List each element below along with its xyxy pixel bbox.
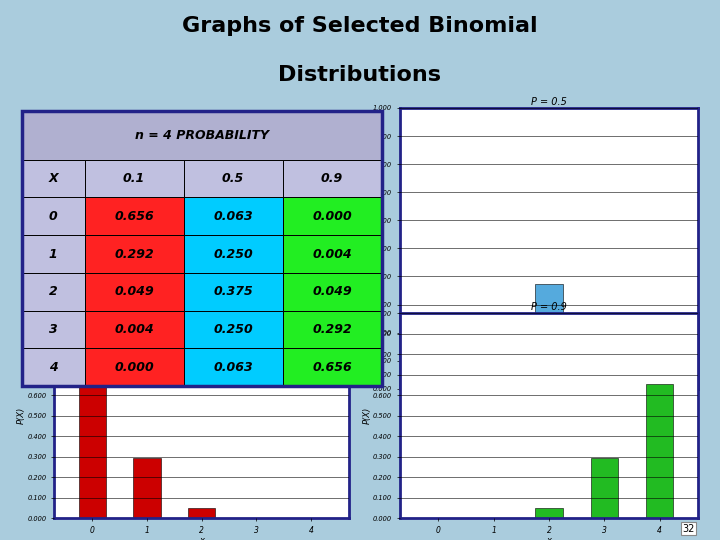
Bar — [85, 198, 184, 235]
Bar — [184, 198, 283, 235]
Text: 0.004: 0.004 — [312, 247, 352, 261]
Bar — [184, 273, 283, 310]
Title: P = 0.5: P = 0.5 — [531, 97, 567, 107]
Bar — [22, 160, 85, 198]
Bar — [85, 160, 184, 198]
Text: 0.049: 0.049 — [114, 285, 154, 298]
Title: P = 0.9: P = 0.9 — [531, 302, 567, 313]
X-axis label: x: x — [546, 407, 552, 416]
Y-axis label: P(X): P(X) — [362, 407, 372, 424]
Text: 0.063: 0.063 — [213, 361, 253, 374]
Bar — [85, 235, 184, 273]
Bar — [646, 371, 673, 389]
Bar — [590, 319, 618, 389]
Bar — [133, 458, 161, 518]
Bar — [22, 235, 85, 273]
Text: 0.063: 0.063 — [213, 210, 253, 223]
Bar — [535, 284, 563, 389]
Text: 0.9: 0.9 — [321, 172, 343, 185]
Text: 1: 1 — [49, 247, 58, 261]
Bar — [646, 384, 673, 518]
Text: 0.656: 0.656 — [114, 210, 154, 223]
Bar — [22, 198, 85, 235]
Bar — [22, 310, 85, 348]
Bar — [283, 310, 382, 348]
Bar — [22, 111, 382, 160]
Bar — [243, 517, 270, 518]
Y-axis label: P(X): P(X) — [362, 240, 372, 257]
Bar — [480, 319, 508, 389]
Bar — [283, 160, 382, 198]
Bar — [283, 198, 382, 235]
Text: 0.292: 0.292 — [312, 323, 352, 336]
Bar — [184, 160, 283, 198]
Bar — [425, 371, 452, 389]
Bar — [85, 310, 184, 348]
Bar — [184, 310, 283, 348]
Bar — [184, 235, 283, 273]
Bar — [85, 348, 184, 386]
X-axis label: x: x — [546, 536, 552, 540]
Text: 0.250: 0.250 — [213, 323, 253, 336]
X-axis label: x: x — [199, 536, 204, 540]
Bar — [480, 517, 508, 518]
Text: 32: 32 — [683, 523, 695, 534]
Text: n = 4 PROBABILITY: n = 4 PROBABILITY — [135, 129, 269, 141]
Text: 0.656: 0.656 — [312, 361, 352, 374]
Bar — [184, 348, 283, 386]
Bar — [22, 273, 85, 310]
Text: Graphs of Selected Binomial: Graphs of Selected Binomial — [182, 16, 538, 36]
Bar — [188, 508, 215, 518]
Bar — [22, 348, 85, 386]
Bar — [535, 508, 563, 518]
Text: 0.049: 0.049 — [312, 285, 352, 298]
Text: 0.000: 0.000 — [114, 361, 154, 374]
Bar — [283, 348, 382, 386]
Text: Distributions: Distributions — [279, 65, 441, 85]
Text: 0.000: 0.000 — [312, 210, 352, 223]
Text: 0.5: 0.5 — [222, 172, 244, 185]
Y-axis label: P(X): P(X) — [17, 407, 26, 424]
Title: P = 0.1: P = 0.1 — [184, 302, 220, 313]
Text: 0.292: 0.292 — [114, 247, 154, 261]
Text: 0.1: 0.1 — [123, 172, 145, 185]
Bar — [78, 384, 106, 518]
Text: X: X — [48, 172, 58, 185]
Text: 0.375: 0.375 — [213, 285, 253, 298]
Text: 3: 3 — [49, 323, 58, 336]
Bar — [283, 273, 382, 310]
Text: 0: 0 — [49, 210, 58, 223]
Text: 0.250: 0.250 — [213, 247, 253, 261]
Bar — [283, 235, 382, 273]
Text: 4: 4 — [49, 361, 58, 374]
Text: 2: 2 — [49, 285, 58, 298]
Text: 0.004: 0.004 — [114, 323, 154, 336]
Bar — [85, 273, 184, 310]
Bar — [590, 458, 618, 518]
